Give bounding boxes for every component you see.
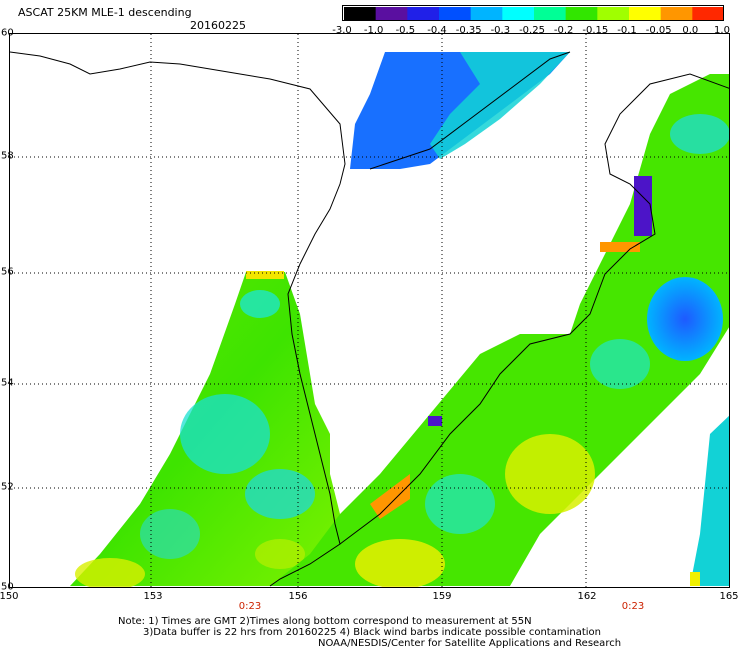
colorbar-segment — [629, 7, 662, 20]
colorbar-segment — [407, 7, 440, 20]
map-panel — [9, 33, 730, 588]
colorbar-tick-label: 1.0 — [714, 25, 730, 36]
colorbar-segment — [565, 7, 598, 20]
latitude-label: 60 — [1, 27, 14, 39]
colorbar-segment — [344, 7, 377, 20]
coastlines — [10, 51, 729, 587]
coast-west — [10, 51, 346, 587]
colorbar-tick-label: -0.5 — [395, 25, 416, 36]
coast-kamchatka — [339, 73, 729, 545]
colorbar-segment — [439, 7, 472, 20]
colorbar-tick-label: 0.0 — [682, 25, 699, 36]
note-line-1: Note: 1) Times are GMT 2)Times along bot… — [118, 616, 532, 627]
cyan-patch-2 — [180, 394, 270, 474]
purple-dot — [428, 416, 442, 426]
cyan-patch-3 — [245, 469, 315, 519]
note-line-2: 3)Data buffer is 22 hrs from 20160225 4)… — [143, 627, 601, 638]
colorbar-tick-label: -0.05 — [645, 25, 672, 36]
east-cyan-patch — [425, 474, 495, 534]
longitude-label: 159 — [432, 591, 452, 602]
yellow-patch-2 — [255, 539, 305, 569]
longitude-label: 150 — [0, 591, 19, 602]
cyan-patch-4 — [140, 509, 200, 559]
east-yellow-patch — [505, 434, 595, 514]
east-yellow-patch-2 — [355, 539, 445, 587]
longitude-label: 165 — [719, 591, 739, 602]
colorbar-tick-label: -0.4 — [427, 25, 447, 36]
swath-north-edge — [430, 52, 570, 159]
east-blue-low — [647, 277, 723, 361]
far-east-yellow — [690, 572, 700, 586]
colorbar-segment — [502, 7, 535, 20]
yellow-patch-1 — [75, 558, 145, 587]
scatterometer-map — [10, 34, 729, 587]
purple-strip — [634, 176, 652, 236]
longitude-label: 153 — [143, 591, 163, 602]
longitude-label: 156 — [288, 591, 308, 602]
colorbar-tick-label: -1.0 — [363, 25, 384, 36]
time-label-2: 0:23 — [621, 601, 645, 612]
time-label-1: 0:23 — [238, 601, 262, 612]
map-title: ASCAT 25KM MLE-1 descending — [18, 6, 192, 19]
colorbar-tick-label: -0.15 — [582, 25, 609, 36]
colorbar-tick-label: -0.3 — [490, 25, 511, 36]
colorbar-tick-label: -3.0 — [332, 25, 352, 36]
coast-north — [369, 51, 571, 170]
east-cyan-patch-3 — [670, 114, 729, 154]
latitude-label: 56 — [1, 266, 14, 278]
latitude-label: 52 — [1, 481, 14, 493]
graticule — [10, 34, 729, 587]
colorbar-segment — [597, 7, 630, 20]
note-line-3: NOAA/NESDIS/Center for Satellite Applica… — [318, 638, 622, 649]
colorbar-segment — [375, 7, 408, 20]
orange-coast — [370, 474, 410, 519]
colorbar-segment — [660, 7, 693, 20]
latitude-label: 54 — [1, 377, 14, 389]
swath-far-east — [690, 415, 729, 586]
east-cyan-patch-2 — [590, 339, 650, 389]
latitude-label: 50 — [1, 581, 14, 593]
swath-east — [270, 74, 729, 586]
swath-west-top — [246, 271, 284, 279]
colorbar-tick-label: -0.2 — [553, 25, 574, 36]
colorbar-segment — [470, 7, 503, 20]
colorbar-tick-label: -0.25 — [519, 25, 545, 36]
colorbar-segment — [692, 7, 723, 20]
latitude-label: 58 — [1, 150, 14, 162]
orange-strip — [600, 242, 640, 252]
colorbar-tick-label: -0.1 — [617, 25, 637, 36]
cyan-patch-1 — [240, 290, 280, 318]
colorbar — [342, 5, 724, 21]
longitude-label: 162 — [577, 591, 597, 602]
colorbar-tick-label: -0.35 — [455, 25, 482, 36]
colorbar-segment — [534, 7, 567, 20]
map-date: 20160225 — [190, 19, 246, 32]
